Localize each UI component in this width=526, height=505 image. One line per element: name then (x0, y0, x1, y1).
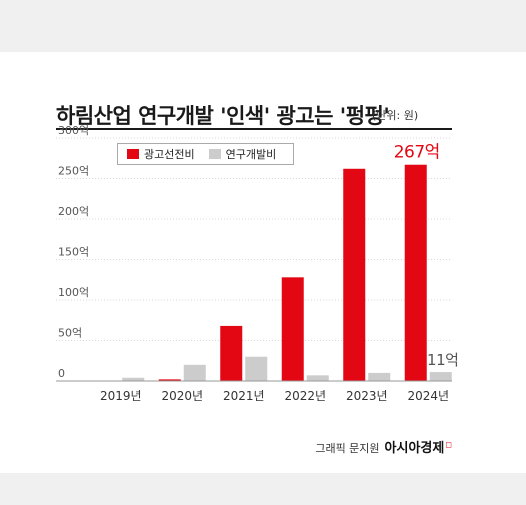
data-label: 11억 (427, 351, 458, 369)
y-tick-label: 200억 (58, 205, 89, 218)
bar (245, 356, 268, 381)
x-tick-label: 2020년 (161, 389, 203, 403)
x-tick-label: 2019년 (100, 389, 142, 403)
bar (281, 277, 304, 381)
unit-note: (단위: 원) (372, 109, 419, 122)
y-tick-label: 250억 (58, 165, 89, 178)
y-tick-label: 300억 (58, 124, 89, 137)
bar (306, 375, 329, 381)
bar (220, 325, 243, 381)
legend-swatch-rnd (208, 149, 221, 159)
bar (429, 372, 452, 381)
title-rule (56, 128, 452, 130)
x-tick-label: 2024년 (407, 389, 449, 403)
bottom-band (0, 473, 526, 505)
legend: 광고선전비 연구개발비 (117, 143, 294, 165)
bar (368, 372, 391, 381)
legend-swatch-ad (127, 149, 139, 159)
y-tick-label: 50억 (58, 327, 82, 340)
legend-label-ad: 광고선전비 (144, 148, 195, 161)
brand-mark-icon: ◻ (445, 440, 452, 449)
credit-brand: 아시아경제 (384, 441, 445, 456)
y-tick-label: 100억 (58, 286, 89, 299)
bar (404, 164, 427, 381)
chart-title: 하림산업 연구개발 '인색' 광고는 '펑펑' (56, 104, 390, 128)
legend-label-rnd: 연구개발비 (225, 148, 277, 161)
bar (158, 379, 181, 381)
x-tick-label: 2023년 (346, 389, 388, 403)
bar (122, 377, 145, 381)
legend-item-rnd: 연구개발비 (208, 146, 277, 162)
legend-item-ad: 광고선전비 (127, 146, 195, 162)
bar (343, 168, 366, 381)
x-tick-label: 2022년 (284, 389, 326, 403)
top-band (0, 0, 526, 52)
x-tick-label: 2021년 (223, 389, 265, 403)
data-label: 267억 (394, 143, 440, 163)
y-tick-label: 0 (58, 367, 65, 380)
bar (183, 364, 206, 381)
credit-label: 그래픽 문지원 (315, 442, 380, 455)
graphic-credit: 그래픽 문지원 아시아경제 ◻ (315, 437, 452, 456)
y-tick-label: 150억 (58, 246, 89, 259)
